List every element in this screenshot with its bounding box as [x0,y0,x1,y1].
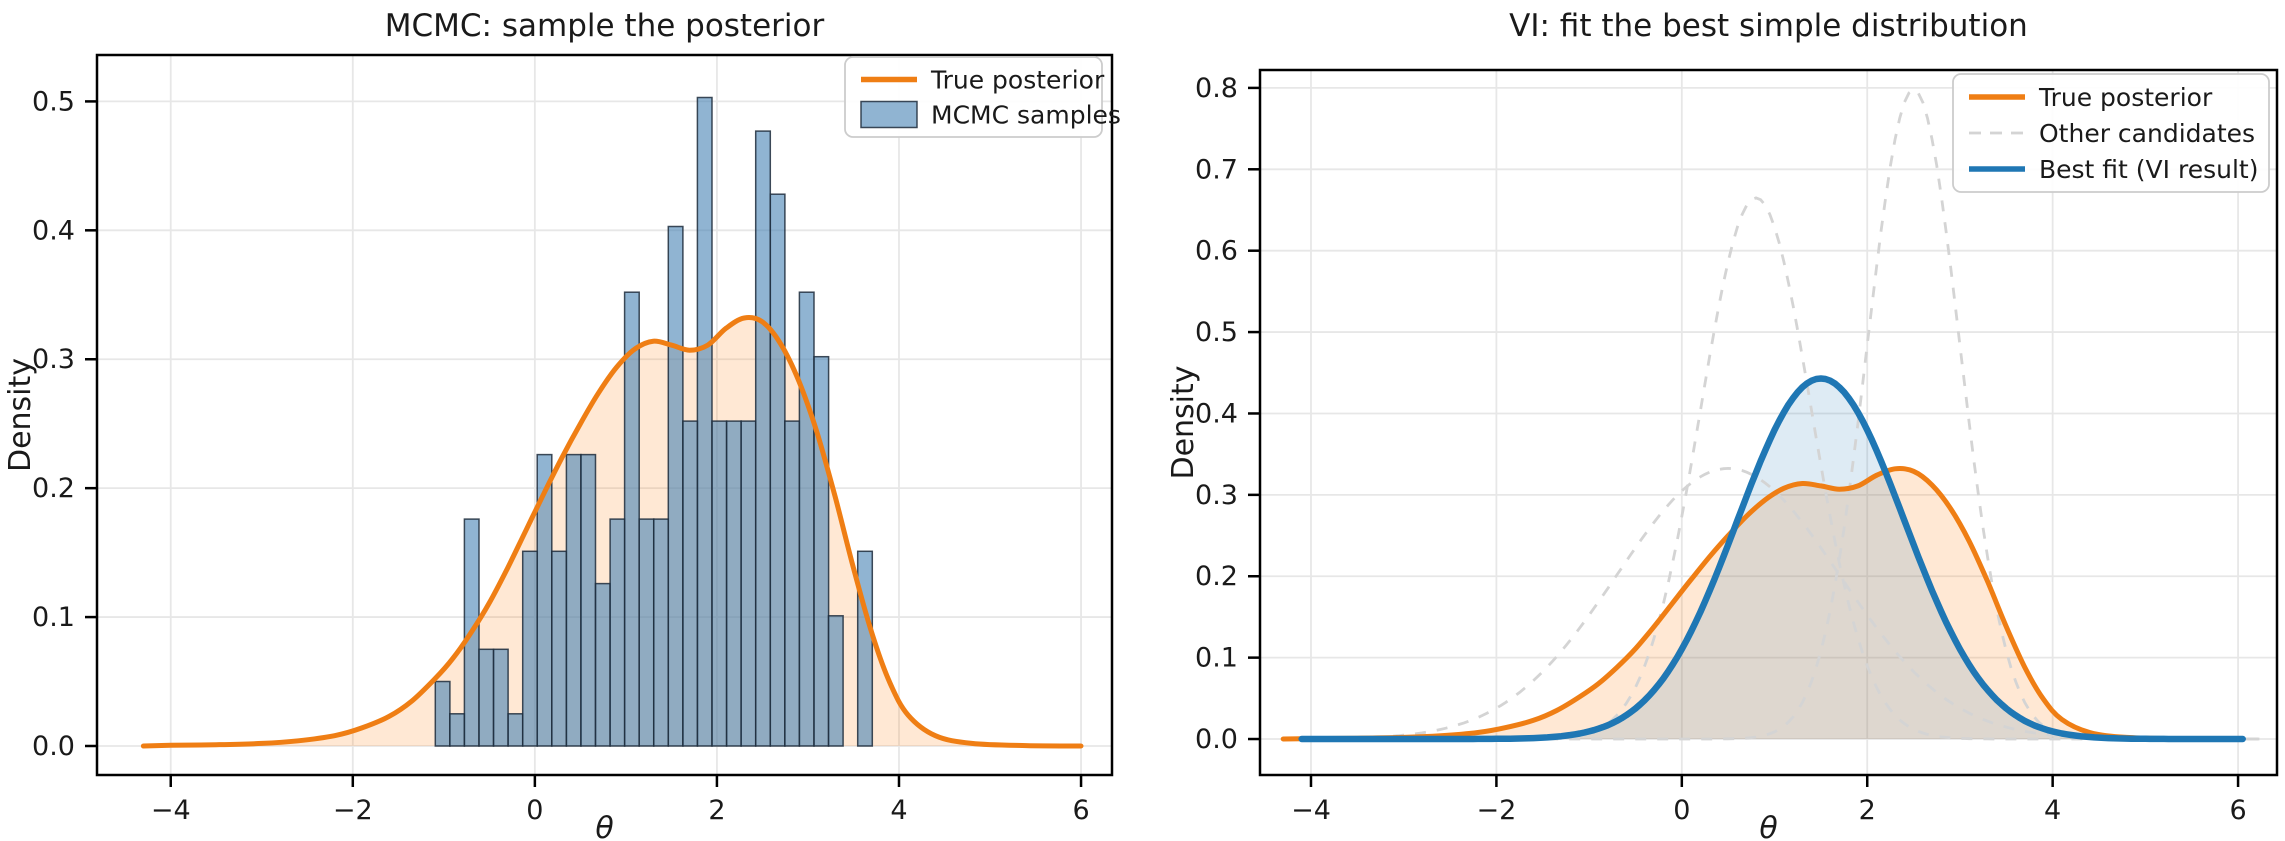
y-tick-label: 0.1 [1195,643,1238,674]
mcmc-samples-histogram [434,96,874,747]
histogram-bar [682,420,699,747]
y-tick-label: 0.5 [32,86,75,117]
y-tick-label: 0.0 [1195,724,1238,755]
histogram-bar [609,518,626,747]
histogram-bar [754,130,772,747]
x-tick-label: 6 [1072,795,1089,826]
x-tick-label: 0 [526,795,543,826]
axis-ticks: −4 −2 0 2 4 6 0.0 0.1 0.2 0.3 0.4 0.5 0.6 0.7 0.8 [1195,73,2247,826]
legend-box [1952,73,2270,193]
histogram-bar [725,420,742,747]
y-tick-label: 0.3 [1195,480,1238,511]
histogram-bar [478,648,495,747]
x-tick-label: −2 [333,795,373,826]
histogram-bar [449,713,466,747]
y-tick-label: 0.2 [1195,561,1238,592]
histogram-bar [594,582,611,747]
x-tick-label: −4 [151,795,191,826]
axis-ticks: −4 −2 0 2 4 6 0.0 0.1 0.2 0.3 0.4 0.5 [32,86,1090,826]
histogram-bar [652,518,670,747]
histogram-bar [623,291,640,747]
histogram-bar [521,550,539,747]
y-tick-label: 0.7 [1195,154,1238,185]
plot-spines [95,53,1114,777]
histogram-bar [492,648,509,747]
histogram-bar [784,420,801,747]
x-tick-label: 4 [890,795,907,826]
y-tick-label: 0.2 [32,473,75,504]
plot-title: VI: fit the best simple distribution [1509,8,2028,44]
x-tick-label: −4 [1291,795,1331,826]
candidate-curve [1283,466,2266,741]
x-tick-label: 4 [2044,795,2061,826]
y-tick-label: 0.0 [32,731,75,762]
legend-entry: True posterior [1969,83,2213,112]
legend-entry: Other candidates [1969,119,2255,148]
x-tick-label: −2 [1476,795,1516,826]
legend-label: Other candidates [2039,119,2255,148]
best-fit-fill [1301,378,2243,739]
plot-title: MCMC: sample the posterior [385,8,825,44]
histogram-bar [740,420,757,747]
histogram-bar [813,355,830,747]
true-posterior-curve [140,315,1084,749]
true-posterior-curve [1280,466,2241,742]
histogram-bar [638,518,655,747]
y-tick-label: 0.5 [1195,317,1238,348]
y-tick-label: 0.3 [32,344,75,375]
histogram-bar [798,291,815,747]
legend-entry: MCMC samples [860,100,1121,130]
legend-label: Best fit (VI result) [2039,155,2258,184]
histogram-bar [667,225,684,747]
y-tick-label: 0.4 [32,215,75,246]
x-tick-label: 2 [1859,795,1876,826]
x-tick-label: 0 [1673,795,1690,826]
x-tick-label: 6 [2229,795,2246,826]
histogram-bar [827,615,844,747]
left-plot-mcmc: −4 −2 0 2 4 6 0.0 0.1 0.2 0.3 0.4 0.5 MCMC: sample t… [3,8,1121,841]
y-tick-label: 0.4 [1195,398,1238,429]
plot-spines [1258,68,2279,777]
y-tick-label: 0.8 [1195,73,1238,104]
histogram-bar [565,453,582,747]
best-fit-curve [1298,375,2246,743]
histogram-bar [551,550,568,747]
legend-label: MCMC samples [931,101,1121,130]
legend: True posterior MCMC samples [844,56,1121,138]
true-posterior-fill [1283,468,2239,740]
legend-entry: True posterior [861,66,1105,95]
gridlines [97,55,1112,775]
legend-label: True posterior [2038,83,2213,112]
legend: True posterior Other candidates Best fit (… [1952,73,2270,193]
y-tick-label: 0.1 [32,602,75,633]
histogram-bar [434,680,451,747]
histogram-bar [856,550,874,747]
legend-label: True posterior [930,66,1105,95]
y-tick-label: 0.6 [1195,236,1238,267]
histogram-bar [507,713,524,747]
y-axis-label: Density [3,358,38,472]
histogram-bar [711,420,728,747]
legend-entry: Best fit (VI result) [1969,155,2258,184]
right-plot-vi: −4 −2 0 2 4 6 0.0 0.1 0.2 0.3 0.4 0.5 0.6 0.7 0.8 VI: f… [1166,8,2279,841]
histogram-bar [769,193,786,747]
x-axis-label: θ [595,811,613,841]
legend-swatch-patch [860,100,918,129]
histogram-bar [580,453,597,747]
histogram-bar [696,96,713,747]
x-tick-label: 2 [708,795,725,826]
y-axis-label: Density [1166,365,1201,479]
gridlines [1260,70,2277,775]
x-axis-label: θ [1759,811,1777,841]
